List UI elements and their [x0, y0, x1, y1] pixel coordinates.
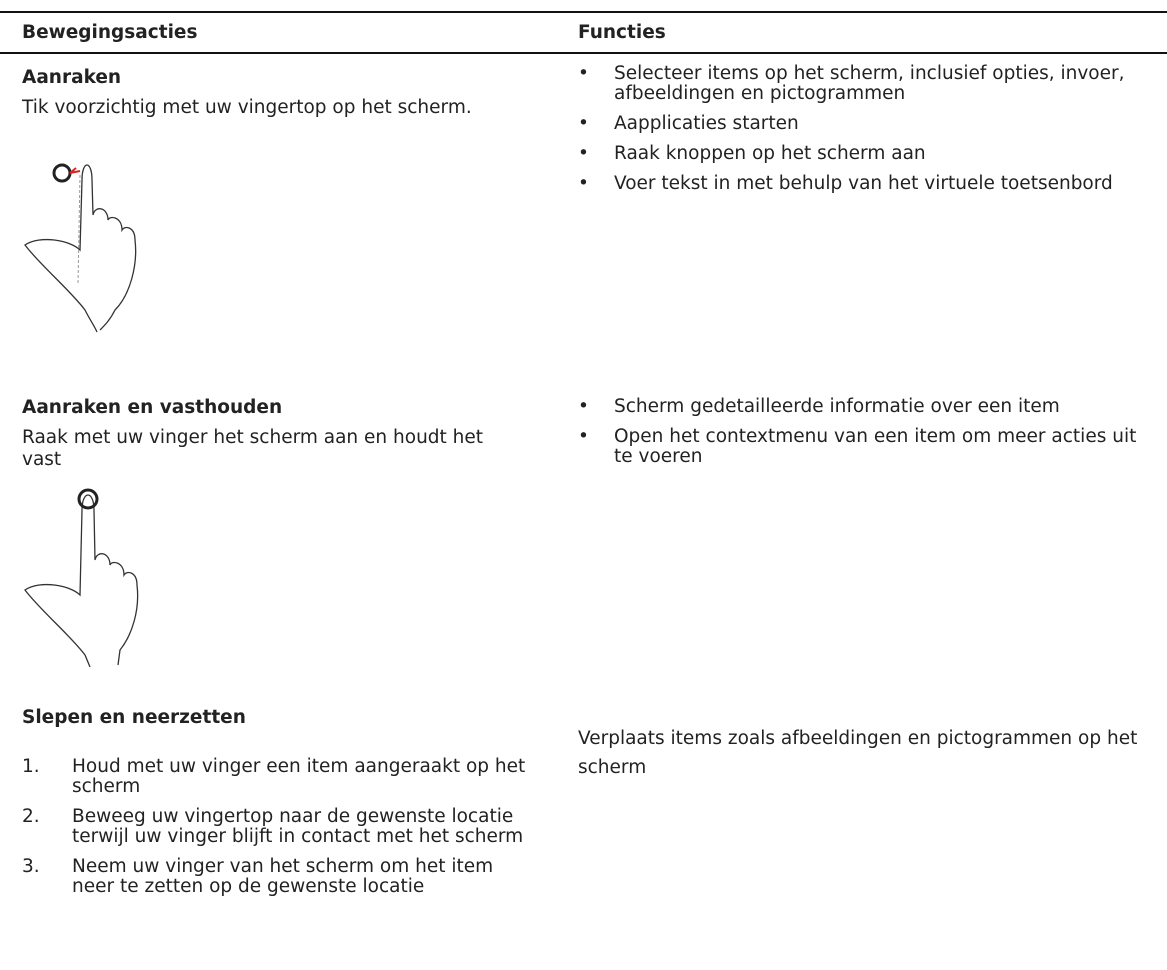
column-header: Functies [578, 22, 666, 43]
list-item: • Scherm gedetailleerde informatie over e… [578, 396, 1060, 417]
list-item: • Selecteer items op het scherm, inclusie… [578, 63, 1125, 104]
item-text: Aapplicaties starten [614, 113, 799, 134]
hand-tap-illustration [24, 163, 137, 333]
function-list: • Scherm gedetailleerde informatie over e… [578, 397, 1158, 477]
row-description: Tik voorzichtig met uw vingertop op het … [22, 97, 472, 118]
step-list: 1. Houd met uw vinger een item aangeraakt… [22, 757, 532, 907]
item-text: Voer tekst in met behulp van het virtuel… [614, 173, 1113, 194]
row-title: Slepen en neerzetten [22, 707, 246, 728]
step-number: 3. [22, 856, 40, 877]
list-item: 2. Beweeg uw vingertop naar de gewenste l… [22, 807, 532, 847]
header-rule [0, 52, 1167, 54]
row-title: Aanraken [22, 67, 122, 88]
list-item: • Aapplicaties starten [578, 113, 799, 134]
step-number: 2. [22, 806, 40, 827]
row-title: Aanraken en vasthouden [22, 397, 283, 418]
item-text: Open het contextmenu van een item om mee… [614, 426, 1137, 467]
column-header: Bewegingsacties [22, 22, 198, 43]
list-item: • Voer tekst in met behulp van het virtue… [578, 173, 1113, 194]
item-text: Selecteer items op het scherm, inclusief… [614, 63, 1125, 104]
top-rule [0, 11, 1167, 13]
item-text: Scherm gedetailleerde informatie over ee… [614, 396, 1060, 417]
function-list: • Selecteer items op het scherm, inclusie… [578, 64, 1148, 204]
list-item: • Raak knoppen op het scherm aan [578, 143, 926, 164]
row-description: Raak met uw vinger het scherm aan en hou… [22, 427, 484, 470]
item-text: Raak knoppen op het scherm aan [614, 143, 926, 164]
item-text: Beweeg uw vingertop naar de gewenste loc… [72, 806, 524, 847]
hand-hold-illustration [24, 488, 139, 668]
function-text: Verplaats items zoals afbeeldingen en pi… [578, 728, 1138, 778]
step-number: 1. [22, 756, 40, 777]
list-item: 3. Neem uw vinger van het scherm om het i… [22, 857, 532, 897]
item-text: Houd met uw vinger een item aangeraakt o… [72, 756, 526, 797]
list-item: • Open het contextmenu van een item om me… [578, 426, 1137, 467]
list-item: 1. Houd met uw vinger een item aangeraakt… [22, 757, 532, 797]
item-text: Neem uw vinger van het scherm om het ite… [72, 856, 494, 897]
